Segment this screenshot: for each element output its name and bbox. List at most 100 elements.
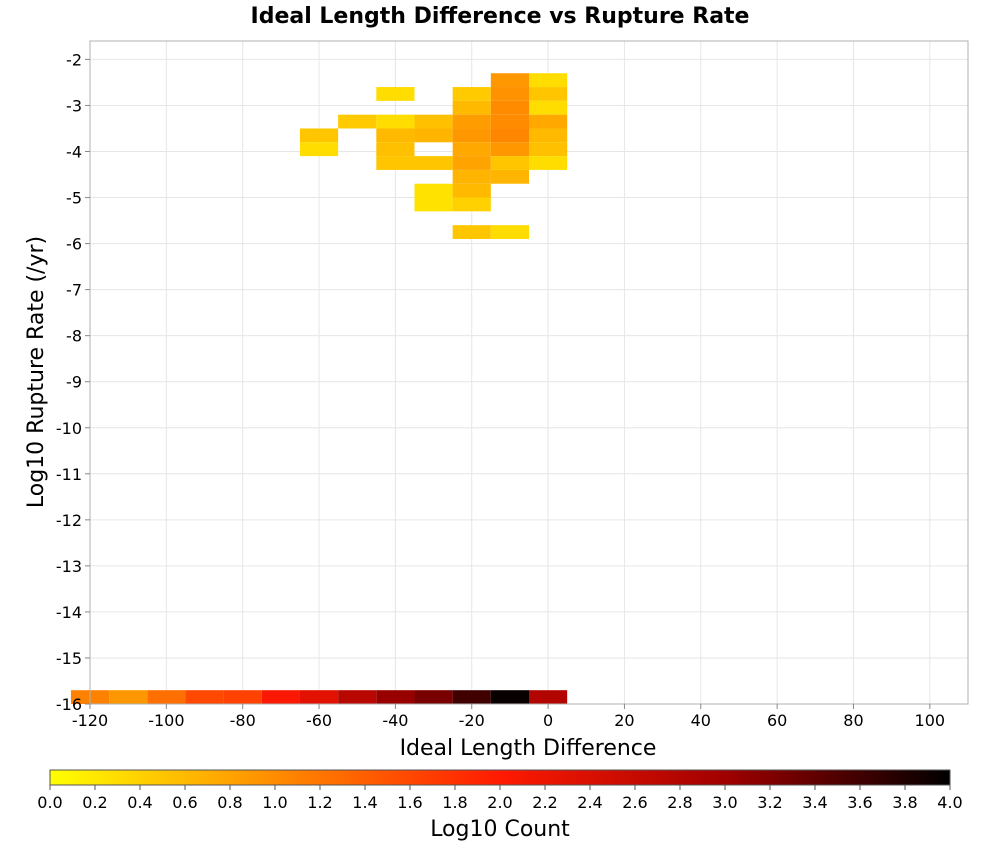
colorbar-ticks: 0.0 0.2 0.4 0.6 0.8 1.0 1.2 1.4 1.6 1.8 2.0 2.2 2.4 2… (37, 785, 963, 812)
plot-area-border (89, 40, 969, 705)
heatmap-cell (376, 156, 415, 170)
heatmap-cell (452, 197, 491, 212)
heatmap-cell (109, 690, 148, 704)
heatmap-cell (490, 225, 529, 239)
heatmap-cell (452, 169, 491, 184)
y-tick-label: -2 (66, 50, 82, 69)
colorbar-tick-label: 3.4 (802, 793, 827, 812)
heatmap-cell (185, 690, 224, 704)
colorbar-tick-label: 0.2 (82, 793, 107, 812)
colorbar-tick-label: 2.8 (667, 793, 692, 812)
y-tick-label: -5 (66, 189, 82, 208)
y-tick-label: -13 (56, 557, 82, 576)
heatmap-cell (452, 100, 491, 115)
colorbar-tick-label: 0.6 (172, 793, 197, 812)
heatmap-cell (529, 142, 568, 157)
y-tick-label: -9 (66, 373, 82, 392)
heatmap-cell (529, 87, 568, 101)
heatmap-cell (529, 114, 568, 129)
heatmap-cell (529, 100, 568, 115)
heatmap-cell (414, 183, 453, 198)
colorbar-tick-label: 1.0 (262, 793, 287, 812)
y-tick-label: -4 (66, 143, 82, 162)
heatmap-cell (299, 128, 339, 143)
y-tick-label: -12 (56, 511, 82, 530)
y-tick-label: -10 (56, 419, 82, 438)
heatmap-cell (376, 114, 415, 129)
heatmap-cell (490, 73, 529, 88)
heatmap-cell (529, 156, 568, 170)
x-tick-label: -80 (230, 711, 256, 730)
heatmap-cell (414, 128, 453, 143)
x-tick-label: -120 (72, 711, 108, 730)
y-axis-label: Log10 Rupture Rate (/yr) (24, 236, 49, 508)
heatmap-cell (452, 142, 491, 157)
colorbar-tick-label: 3.6 (847, 793, 872, 812)
heatmap-cell (452, 690, 491, 704)
colorbar-tick-label: 1.8 (442, 793, 467, 812)
colorbar (49, 769, 951, 786)
colorbar-tick-label: 1.6 (397, 793, 422, 812)
heatmap-cell (490, 114, 529, 129)
heatmap-cell (376, 128, 415, 143)
x-tick-label: 0 (543, 711, 553, 730)
y-tick-label: -15 (56, 649, 82, 668)
colorbar-tick-label: 3.2 (757, 793, 782, 812)
colorbar-label: Log10 Count (430, 817, 570, 842)
y-tick-label: -16 (56, 695, 82, 714)
colorbar-tick-label: 2.4 (577, 793, 602, 812)
colorbar-tick-label: 0.8 (217, 793, 242, 812)
heatmap-cell (529, 690, 568, 704)
y-tick-label: -7 (66, 281, 82, 300)
y-tick-label: -11 (56, 465, 82, 484)
colorbar-tick-label: 3.8 (892, 793, 917, 812)
heatmap-cell (490, 156, 529, 170)
x-tick-label: -100 (148, 711, 184, 730)
heatmap-cell (452, 183, 491, 198)
x-axis-label: Ideal Length Difference (400, 736, 657, 761)
heatmap-cell (452, 87, 491, 101)
colorbar-tick-label: 1.4 (352, 793, 377, 812)
heatmap-cell (376, 87, 415, 101)
colorbar-tick-label: 1.2 (307, 793, 332, 812)
heatmap-cell (414, 690, 453, 704)
heatmap-cell (414, 156, 453, 170)
heatmap-cell (490, 100, 529, 115)
heatmap-cell (529, 73, 568, 88)
x-tick-label: 80 (843, 711, 863, 730)
colorbar-tick-label: 4.0 (937, 793, 962, 812)
x-tick-label: 40 (691, 711, 711, 730)
heatmap-cell (147, 690, 186, 704)
heatmap-cell (490, 142, 529, 157)
heatmap-cell (299, 690, 339, 704)
heatmap-cell (490, 128, 529, 143)
heatmap-cell (376, 690, 415, 704)
x-tick-label: -60 (306, 711, 332, 730)
heatmap-cell (452, 225, 491, 239)
colorbar-tick-label: 2.6 (622, 793, 647, 812)
x-tick-label: -40 (382, 711, 408, 730)
y-axis-ticks: -2 -3 -4 -5 -6 -7 -8 -9 -10 -11 -12 -13 -14 -15 -16 (56, 50, 90, 714)
chart-title: Ideal Length Difference vs Rupture Rate (251, 4, 750, 29)
heatmap-cell (452, 114, 491, 129)
heatmap-cell (414, 197, 453, 212)
x-tick-label: 100 (915, 711, 946, 730)
heatmap-cell (452, 156, 491, 170)
x-tick-label: -20 (459, 711, 485, 730)
x-tick-label: 20 (614, 711, 634, 730)
colorbar-tick-label: 3.0 (712, 793, 737, 812)
colorbar-tick-label: 0.4 (127, 793, 152, 812)
heatmap-cell (490, 169, 529, 184)
heatmap-cell (376, 142, 415, 157)
colorbar-tick-label: 2.0 (487, 793, 512, 812)
heatmap-cell (452, 128, 491, 143)
heatmap-cell (490, 690, 529, 704)
heatmap-cell (338, 114, 377, 129)
colorbar-tick-label: 2.2 (532, 793, 557, 812)
x-axis-ticks: -120 -100 -80 -60 -40 -20 0 20 40 60 80 100 (72, 704, 945, 730)
y-tick-label: -6 (66, 235, 82, 254)
heatmap-cell (490, 87, 529, 101)
heatmap-cell (299, 142, 339, 157)
y-tick-label: -14 (56, 603, 82, 622)
heatmap-cell (261, 690, 300, 704)
